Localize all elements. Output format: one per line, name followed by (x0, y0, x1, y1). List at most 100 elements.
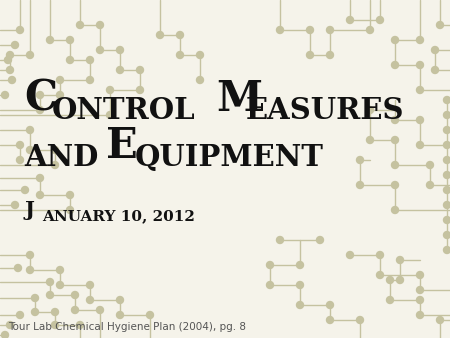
Circle shape (22, 187, 28, 193)
Circle shape (36, 92, 44, 98)
Circle shape (72, 291, 78, 298)
Circle shape (176, 51, 184, 58)
Circle shape (387, 296, 393, 304)
Circle shape (427, 182, 433, 189)
Circle shape (417, 142, 423, 148)
Circle shape (51, 146, 59, 153)
Circle shape (266, 282, 274, 289)
Circle shape (36, 174, 44, 182)
Circle shape (197, 51, 203, 58)
Circle shape (356, 316, 364, 323)
Circle shape (297, 282, 303, 289)
Circle shape (117, 296, 123, 304)
Circle shape (51, 309, 59, 315)
Circle shape (117, 47, 123, 53)
Circle shape (9, 76, 15, 83)
Circle shape (6, 67, 14, 73)
Circle shape (197, 76, 203, 83)
Circle shape (57, 282, 63, 289)
Circle shape (12, 201, 18, 209)
Circle shape (392, 162, 399, 169)
Circle shape (96, 307, 104, 314)
Circle shape (136, 87, 144, 94)
Circle shape (1, 92, 9, 98)
Text: E: E (106, 125, 138, 167)
Circle shape (366, 26, 373, 33)
Circle shape (436, 316, 444, 323)
Circle shape (306, 51, 314, 58)
Circle shape (276, 237, 284, 243)
Circle shape (387, 276, 393, 284)
Circle shape (4, 56, 12, 64)
Circle shape (417, 287, 423, 293)
Circle shape (356, 182, 364, 189)
Circle shape (32, 309, 39, 315)
Circle shape (392, 62, 399, 69)
Circle shape (67, 192, 73, 198)
Circle shape (86, 282, 94, 289)
Circle shape (327, 26, 333, 33)
Circle shape (417, 37, 423, 44)
Circle shape (176, 31, 184, 39)
Circle shape (417, 87, 423, 94)
Circle shape (346, 251, 354, 259)
Circle shape (17, 156, 23, 164)
Circle shape (392, 207, 399, 214)
Text: Tour Lab Chemical Hygiene Plan (2004), pg. 8: Tour Lab Chemical Hygiene Plan (2004), p… (8, 322, 246, 332)
Circle shape (67, 37, 73, 44)
Circle shape (392, 117, 399, 123)
Circle shape (417, 271, 423, 279)
Circle shape (396, 257, 404, 264)
Circle shape (396, 276, 404, 284)
Circle shape (417, 117, 423, 123)
Circle shape (96, 47, 104, 53)
Circle shape (392, 37, 399, 44)
Circle shape (17, 142, 23, 148)
Circle shape (444, 246, 450, 254)
Circle shape (96, 22, 104, 28)
Circle shape (14, 265, 22, 271)
Circle shape (327, 301, 333, 309)
Circle shape (17, 26, 23, 33)
Circle shape (107, 87, 113, 94)
Text: C: C (25, 78, 58, 120)
Circle shape (444, 112, 450, 119)
Circle shape (27, 126, 33, 134)
Circle shape (67, 207, 73, 214)
Circle shape (27, 251, 33, 259)
Text: QUIPMENT: QUIPMENT (135, 143, 324, 172)
Circle shape (444, 97, 450, 103)
Circle shape (366, 106, 373, 114)
Circle shape (76, 321, 84, 329)
Circle shape (316, 237, 324, 243)
Circle shape (427, 162, 433, 169)
Circle shape (297, 301, 303, 309)
Circle shape (266, 262, 274, 268)
Text: J: J (25, 200, 35, 220)
Circle shape (67, 56, 73, 64)
Circle shape (107, 112, 113, 119)
Circle shape (27, 51, 33, 58)
Circle shape (51, 321, 59, 329)
Circle shape (366, 137, 373, 144)
Circle shape (327, 316, 333, 323)
Circle shape (444, 201, 450, 209)
Circle shape (32, 294, 39, 301)
Circle shape (392, 137, 399, 144)
Circle shape (377, 17, 383, 24)
Circle shape (117, 67, 123, 73)
Circle shape (46, 279, 54, 286)
Circle shape (417, 296, 423, 304)
Circle shape (356, 156, 364, 164)
Circle shape (57, 266, 63, 273)
Circle shape (17, 312, 23, 318)
Circle shape (417, 312, 423, 318)
Circle shape (117, 312, 123, 318)
Circle shape (444, 232, 450, 239)
Circle shape (72, 307, 78, 314)
Circle shape (444, 156, 450, 164)
Circle shape (444, 171, 450, 178)
Circle shape (51, 162, 59, 169)
Circle shape (444, 217, 450, 223)
Circle shape (86, 56, 94, 64)
